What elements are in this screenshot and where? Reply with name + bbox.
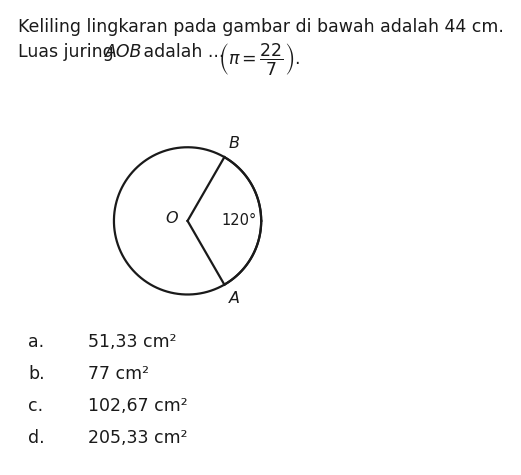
- Text: 51,33 cm²: 51,33 cm²: [88, 333, 177, 351]
- Text: AOB: AOB: [105, 43, 142, 61]
- Text: B: B: [228, 136, 239, 151]
- Text: A: A: [228, 291, 239, 305]
- Text: Luas juring: Luas juring: [18, 43, 119, 61]
- Text: a.: a.: [28, 333, 44, 351]
- Text: adalah ...: adalah ...: [138, 43, 230, 61]
- Text: d.: d.: [28, 429, 45, 447]
- Text: 77 cm²: 77 cm²: [88, 365, 149, 383]
- Text: c.: c.: [28, 397, 43, 415]
- Text: 205,33 cm²: 205,33 cm²: [88, 429, 188, 447]
- Text: 102,67 cm²: 102,67 cm²: [88, 397, 188, 415]
- Text: b.: b.: [28, 365, 45, 383]
- Text: Keliling lingkaran pada gambar di bawah adalah 44 cm.: Keliling lingkaran pada gambar di bawah …: [18, 18, 504, 36]
- Text: 120°: 120°: [221, 213, 257, 228]
- Text: $\left(\pi = \dfrac{22}{7}\right).$: $\left(\pi = \dfrac{22}{7}\right).$: [218, 41, 300, 77]
- Text: O: O: [165, 211, 178, 227]
